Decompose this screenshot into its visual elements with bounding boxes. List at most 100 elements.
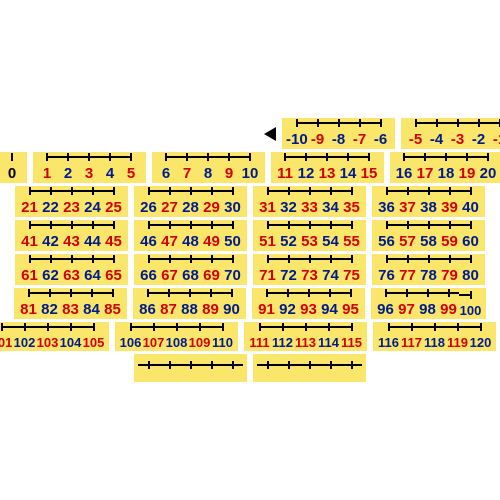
number-cell: 47 <box>159 224 180 249</box>
number-cell: 66 <box>138 258 159 283</box>
number-cell: 90 <box>221 292 242 317</box>
number-strip: 0 <box>0 152 27 183</box>
number-cell: 12 <box>296 156 317 181</box>
blank-strip <box>134 354 247 382</box>
number-cell: 56 <box>376 224 397 249</box>
number-cell: 45 <box>103 224 124 249</box>
number-cell: 101 <box>0 326 13 349</box>
blank-cell <box>278 358 299 380</box>
number-cell: 5 <box>121 156 142 181</box>
number-strip: 106107108109110 <box>115 322 238 351</box>
number-strip: 3637383940 <box>372 186 485 217</box>
number-cell: 112 <box>271 326 294 349</box>
number-cell: -4 <box>426 122 447 147</box>
number-strip: 3132333435 <box>253 186 366 217</box>
number-cell: -8 <box>328 122 349 147</box>
number-cell: 117 <box>400 326 423 349</box>
blank-cell <box>222 358 243 380</box>
number-cell: 92 <box>277 292 298 317</box>
number-cell: 22 <box>40 190 61 215</box>
number-cell: 49 <box>201 224 222 249</box>
number-strip: 111112113114115 <box>244 322 367 351</box>
number-cell: 21 <box>19 190 40 215</box>
number-strip: 101102103104105 <box>0 322 109 351</box>
blank-strip <box>253 354 366 382</box>
number-cell: 108 <box>165 326 188 349</box>
number-line-row: -10-9-8-7-6-5-4-3-2-1 <box>0 118 500 149</box>
number-cell: 99 <box>438 292 459 317</box>
number-strip: 9192939495 <box>252 288 365 319</box>
number-cell: 37 <box>397 190 418 215</box>
number-cell: 48 <box>180 224 201 249</box>
number-cell: 86 <box>137 292 158 317</box>
number-line-row: 1011021031041051061071081091101111121131… <box>0 322 500 351</box>
number-line-row: 4142434445464748495051525354555657585960 <box>0 220 500 251</box>
number-strip: 2627282930 <box>134 186 247 217</box>
number-cell: 96 <box>375 292 396 317</box>
number-cell: 39 <box>439 190 460 215</box>
number-cell: 11 <box>275 156 296 181</box>
number-cell: 3 <box>79 156 100 181</box>
number-cell: 20 <box>478 156 499 181</box>
number-cell: -3 <box>447 122 468 147</box>
number-cell: -2 <box>468 122 489 147</box>
number-cell: 119 <box>446 326 469 349</box>
number-cell: 95 <box>340 292 361 317</box>
blank-cell <box>180 358 201 380</box>
number-cell: 69 <box>201 258 222 283</box>
number-cell: 1 <box>37 156 58 181</box>
number-cell: 7 <box>177 156 198 181</box>
number-cell: 74 <box>320 258 341 283</box>
number-cell: 97 <box>396 292 417 317</box>
number-cell: 24 <box>82 190 103 215</box>
number-strip: 1617181920 <box>390 152 500 183</box>
number-cell: 118 <box>423 326 446 349</box>
number-cell: 87 <box>158 292 179 317</box>
number-cell: 68 <box>180 258 201 283</box>
number-cell: 35 <box>341 190 362 215</box>
number-cell: 43 <box>61 224 82 249</box>
number-cell: 14 <box>338 156 359 181</box>
number-cell: 58 <box>418 224 439 249</box>
number-strip: 5657585960 <box>372 220 485 251</box>
number-cell: 25 <box>103 190 124 215</box>
number-cell: 72 <box>278 258 299 283</box>
blank-cell <box>201 358 222 380</box>
number-strip: 12345 <box>33 152 146 183</box>
number-cell: 26 <box>138 190 159 215</box>
number-cell: 106 <box>119 326 142 349</box>
number-line-row: 6162636465666768697071727374757677787980 <box>0 254 500 285</box>
number-line-row <box>0 354 500 382</box>
number-cell: 30 <box>222 190 243 215</box>
number-cell: 71 <box>257 258 278 283</box>
number-cell: 91 <box>256 292 277 317</box>
number-cell: 111 <box>248 326 271 349</box>
number-strip: 6667686970 <box>134 254 247 285</box>
number-cell: -1 <box>489 122 500 147</box>
number-cell: 113 <box>294 326 317 349</box>
number-cell: 103 <box>36 326 59 349</box>
number-cell: 55 <box>341 224 362 249</box>
number-cell: 107 <box>142 326 165 349</box>
number-cell: 110 <box>211 326 234 349</box>
number-cell: -10 <box>286 122 307 147</box>
number-cell: 23 <box>61 190 82 215</box>
number-cell: 59 <box>439 224 460 249</box>
number-cell: 10 <box>240 156 261 181</box>
number-cell: 83 <box>60 292 81 317</box>
number-cell: -9 <box>307 122 328 147</box>
number-cell: 85 <box>102 292 123 317</box>
number-cell: -6 <box>370 122 391 147</box>
number-cell: 40 <box>460 190 481 215</box>
number-cell: 63 <box>61 258 82 283</box>
number-strip: 8182838485 <box>14 288 127 319</box>
number-cell: 19 <box>457 156 478 181</box>
number-cell: 109 <box>188 326 211 349</box>
number-cell: 8 <box>198 156 219 181</box>
number-cell: 15 <box>359 156 380 181</box>
number-cell: 73 <box>299 258 320 283</box>
number-cell: 0 <box>2 156 23 181</box>
number-cell: 32 <box>278 190 299 215</box>
number-cell: 28 <box>180 190 201 215</box>
number-strip: -10-9-8-7-6 <box>282 118 395 149</box>
